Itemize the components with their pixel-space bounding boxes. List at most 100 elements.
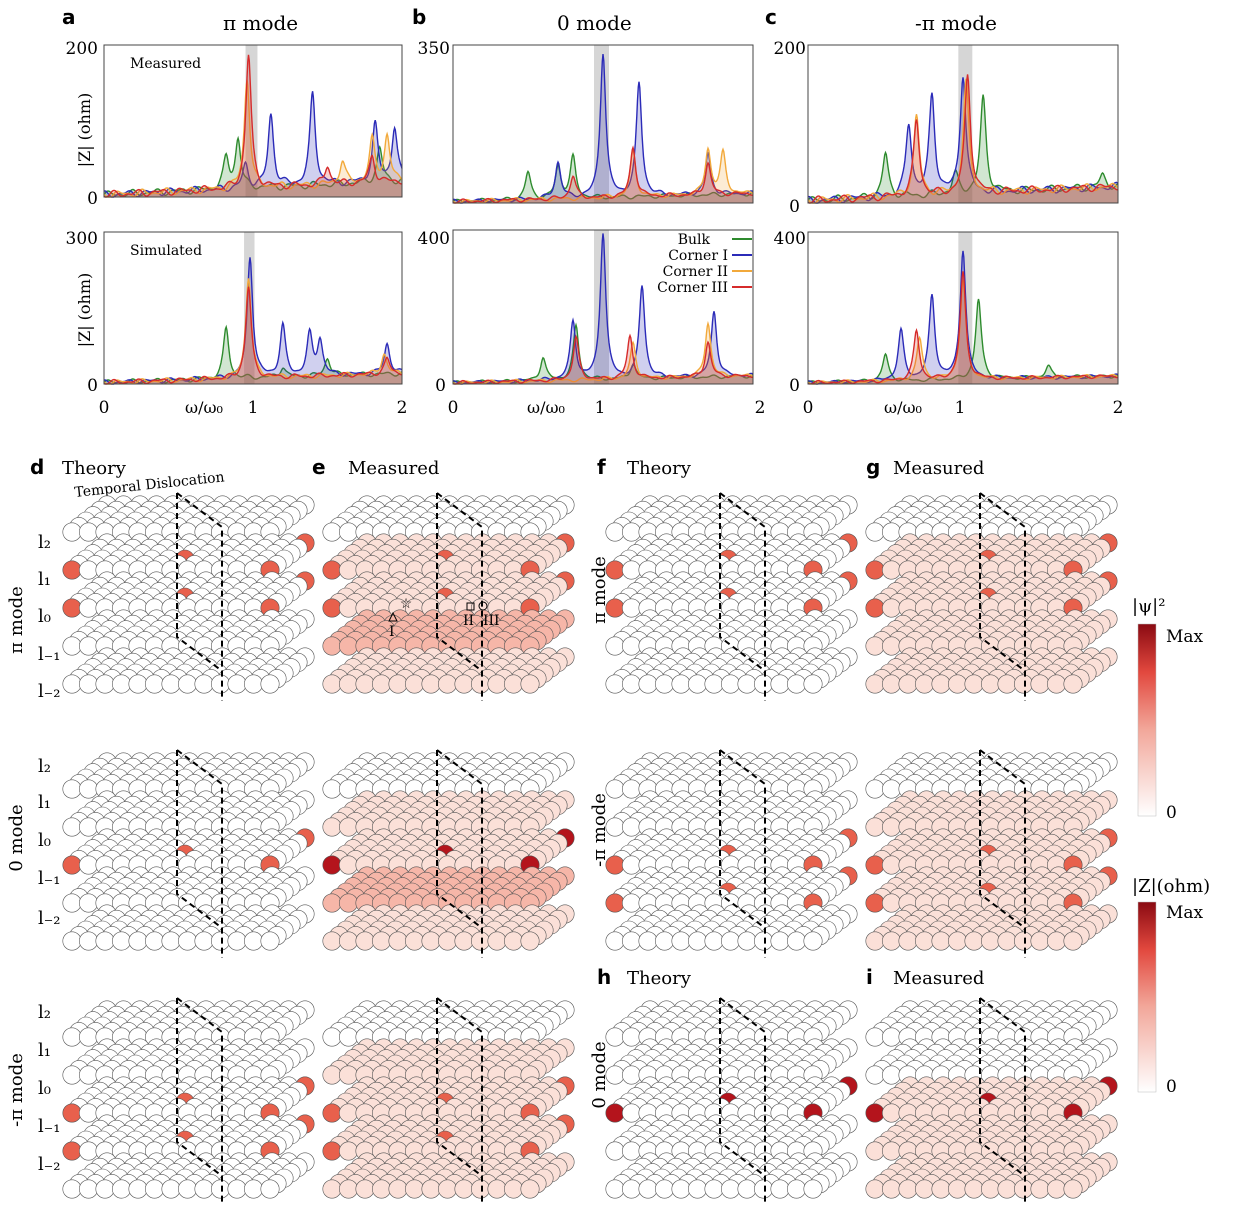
lattice-site xyxy=(470,931,490,951)
lattice-site xyxy=(964,931,984,951)
panel-d: d Theory Temporal Dislocation l₂l₁l₀l₋₁l… xyxy=(6,455,315,1205)
mode-label-zero: 0 mode xyxy=(6,804,27,871)
lattice-site xyxy=(881,893,901,913)
layer-label: l₁ xyxy=(38,569,51,590)
colorbar-gradient xyxy=(1137,901,1157,1093)
lattice-site xyxy=(520,1179,540,1199)
lattice-site xyxy=(654,674,674,694)
panel-title: π mode xyxy=(223,11,298,35)
panel-title: Measured xyxy=(893,458,984,479)
lattice-site xyxy=(770,931,790,951)
x-tick: 1 xyxy=(248,398,259,418)
layer-label: l₋₂ xyxy=(38,908,60,929)
lattice-site xyxy=(421,1179,441,1199)
lattice-site xyxy=(338,1179,358,1199)
lattice-site xyxy=(145,1179,165,1199)
x-tick: 0 xyxy=(448,398,459,418)
lattice-site xyxy=(79,817,99,837)
panel-title: Theory xyxy=(627,458,692,479)
lattice-site xyxy=(62,817,82,837)
lattice-site xyxy=(865,1103,885,1123)
layer-label: l₋₁ xyxy=(38,1116,60,1137)
lattice-site xyxy=(621,779,641,799)
lattice-site xyxy=(947,1179,967,1199)
lattice-site xyxy=(62,674,82,694)
series-fill-corner-i xyxy=(104,91,402,197)
lattice-site xyxy=(964,674,984,694)
lattice-site xyxy=(62,1027,82,1047)
lattice-site xyxy=(145,674,165,694)
lattice-site xyxy=(95,931,115,951)
lattice-site xyxy=(62,1179,82,1199)
lattice-site xyxy=(865,522,885,542)
lattice-site xyxy=(720,1179,740,1199)
lattice-site xyxy=(211,1179,231,1199)
lattice-site xyxy=(338,1141,358,1161)
panel-letter: e xyxy=(312,455,326,479)
lattice-site xyxy=(178,931,198,951)
lattice-stack xyxy=(62,492,315,701)
lattice-site xyxy=(753,1179,773,1199)
series-fill-corner-iii xyxy=(104,286,402,384)
lattice-site xyxy=(322,855,342,875)
layer-label: l₋₁ xyxy=(38,644,60,665)
lattice-site xyxy=(997,674,1017,694)
lattice-site xyxy=(621,1141,641,1161)
lattice-site xyxy=(671,931,691,951)
lattice-site xyxy=(520,931,540,951)
lattice-site xyxy=(605,674,625,694)
legend-corner-ii: Corner II xyxy=(663,264,728,280)
lattice-site xyxy=(338,674,358,694)
series-fill-corner-ii xyxy=(808,280,1118,384)
lattice-site xyxy=(621,1103,641,1123)
lattice-site xyxy=(260,674,280,694)
ymax-tick: 300 xyxy=(66,229,98,249)
lattice-site xyxy=(322,893,342,913)
lattice-site xyxy=(687,674,707,694)
lattice-site xyxy=(881,855,901,875)
lattice-site xyxy=(621,893,641,913)
lattice-site xyxy=(605,931,625,951)
panel-title: Measured xyxy=(893,968,984,989)
lattice-site xyxy=(211,931,231,951)
lattice-site xyxy=(786,931,806,951)
mode-label-pi: π mode xyxy=(6,586,27,654)
lattice-site xyxy=(62,560,82,580)
lattice-site xyxy=(454,1179,474,1199)
plot-a-measured xyxy=(103,44,403,198)
lattice-site xyxy=(503,674,523,694)
lattice-site xyxy=(487,674,507,694)
lattice-site xyxy=(914,1179,934,1199)
lattice-site xyxy=(654,931,674,951)
x-tick: 1 xyxy=(595,398,606,418)
series-line-corner-iii xyxy=(452,333,753,385)
x-tick: 0 xyxy=(803,398,814,418)
lattice-site xyxy=(322,1027,342,1047)
lattice-site xyxy=(62,855,82,875)
lattice-site xyxy=(178,1179,198,1199)
lattice-site xyxy=(161,931,181,951)
lattice-stack xyxy=(322,997,575,1205)
lattice-site xyxy=(865,1179,885,1199)
panel-a: a π mode Measured Simulated 200 0 300 0 … xyxy=(62,5,407,418)
lattice-site xyxy=(322,1103,342,1123)
x-tick: 2 xyxy=(397,398,408,418)
lattice-site xyxy=(881,1027,901,1047)
marker-label-ii: II xyxy=(463,613,474,629)
lattice-site xyxy=(421,674,441,694)
lattice-site xyxy=(161,1179,181,1199)
lattice-site xyxy=(898,931,918,951)
lattice-site xyxy=(338,1065,358,1085)
lattice-site xyxy=(980,931,1000,951)
lattice-site xyxy=(865,598,885,618)
lattice-site xyxy=(322,598,342,618)
lattice-site xyxy=(194,1179,214,1199)
lattice-site xyxy=(388,931,408,951)
series-fill-corner-iii xyxy=(453,335,753,384)
lattice-site xyxy=(865,560,885,580)
lattice-site xyxy=(388,674,408,694)
lattice-site xyxy=(638,674,658,694)
panel-c: c -π mode 200 0 400 0 0 1 2 ω/ω₀ xyxy=(765,5,1123,418)
lattice-site xyxy=(737,1179,757,1199)
series-line-corner-ii xyxy=(807,78,1119,204)
